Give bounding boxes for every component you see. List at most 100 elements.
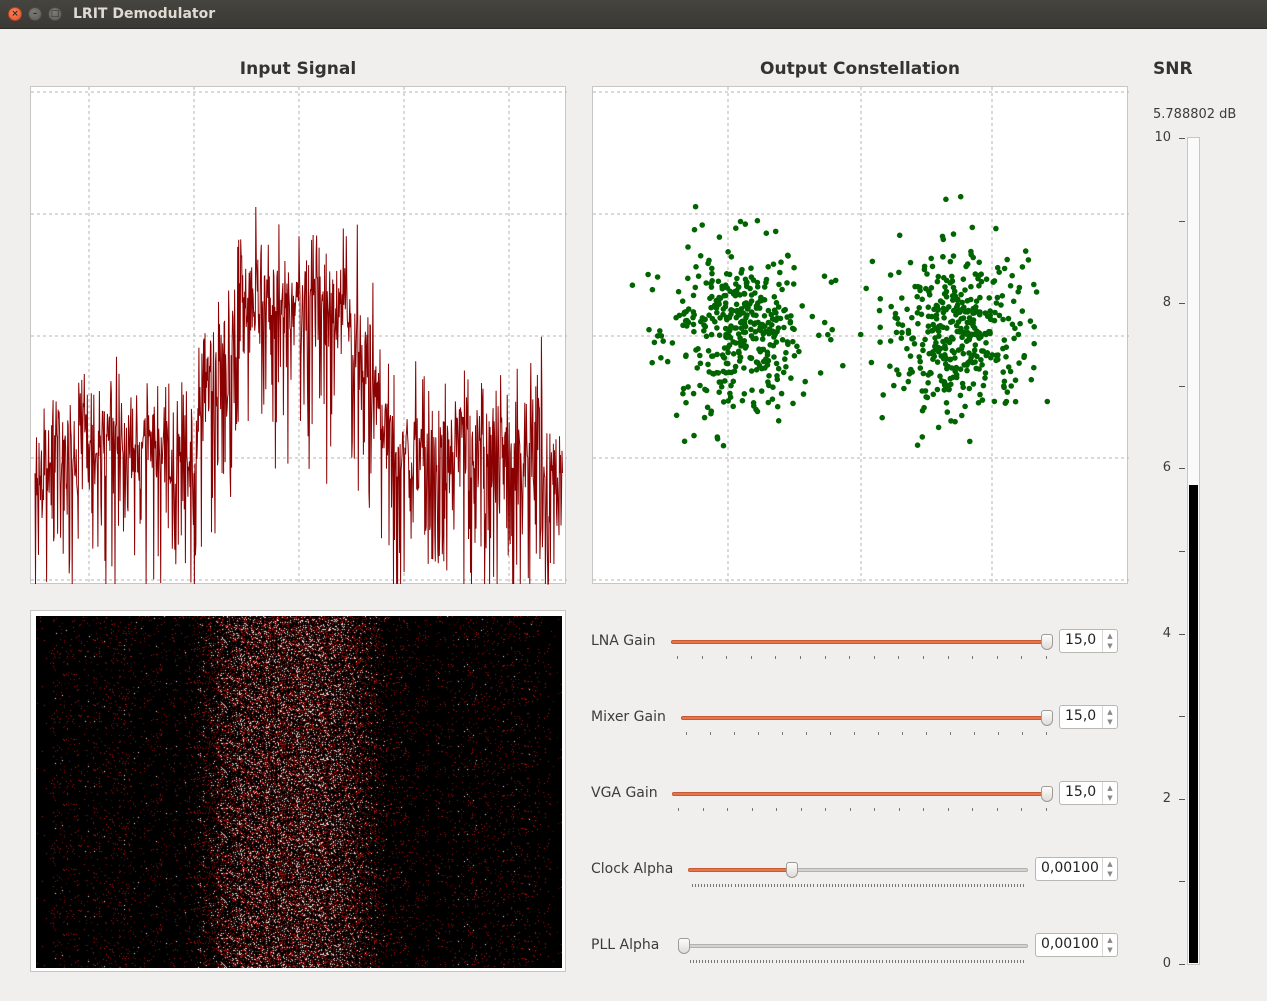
constellation-point (968, 283, 974, 290)
slider-handle[interactable] (1041, 710, 1053, 726)
slider-tick (987, 884, 988, 887)
minimize-icon[interactable]: – (28, 7, 42, 21)
slider-tick (710, 732, 711, 735)
constellation-point (949, 278, 956, 284)
slider-tick (759, 884, 760, 887)
close-icon[interactable]: × (8, 7, 22, 21)
constellation-point (1000, 345, 1006, 352)
slider-tick (1011, 884, 1012, 887)
clock-alpha-spinbox[interactable]: 0,00100 ▲ ▼ (1035, 857, 1118, 881)
slider-tick (914, 884, 915, 887)
constellation-point (924, 394, 931, 401)
constellation-point (908, 366, 914, 373)
vga-gain-spinbox[interactable]: 15,0 ▲ ▼ (1059, 781, 1118, 805)
constellation-point (789, 325, 796, 332)
constellation-point (1028, 376, 1035, 383)
slider-tick (821, 960, 822, 963)
slider-tick (705, 960, 706, 963)
spin-up-icon[interactable]: ▲ (1107, 860, 1113, 868)
constellation-point (706, 369, 712, 375)
pll-alpha-slider[interactable] (678, 938, 1028, 954)
constellation-point (966, 336, 972, 342)
slider-tick (913, 960, 914, 963)
constellation-point (1001, 337, 1008, 343)
slider-tick (677, 656, 678, 659)
slider-handle[interactable] (1041, 786, 1053, 802)
maximize-icon[interactable]: □ (48, 7, 62, 21)
constellation-point (987, 316, 994, 323)
slider-tick (879, 960, 880, 963)
constellation-point (685, 306, 692, 312)
slider-tick (908, 884, 909, 887)
constellation-point (930, 356, 936, 363)
spin-down-icon[interactable]: ▼ (1107, 946, 1113, 954)
slider-handle[interactable] (1041, 634, 1053, 650)
lna-gain-slider[interactable] (671, 634, 1053, 650)
constellation-point (701, 328, 707, 334)
spin-arrows[interactable]: ▲ ▼ (1102, 858, 1117, 880)
constellation-point (935, 348, 942, 355)
constellation-point (899, 322, 906, 328)
constellation-point (723, 271, 730, 277)
constellation-point (979, 348, 985, 354)
slider-tick (693, 960, 694, 963)
constellation-point (876, 307, 883, 314)
spin-arrows[interactable]: ▲ ▼ (1102, 630, 1117, 652)
constellation-point (964, 367, 970, 374)
vga-gain-slider[interactable] (672, 786, 1053, 802)
constellation-point (1005, 364, 1012, 370)
constellation-point (788, 313, 794, 319)
constellation-point (765, 357, 772, 364)
mixer-gain-spinbox[interactable]: 15,0 ▲ ▼ (1059, 705, 1118, 729)
slider-tick (856, 884, 857, 887)
slider-handle[interactable] (786, 862, 798, 878)
slider-tick (713, 884, 714, 887)
slider-tick (825, 808, 826, 811)
spin-up-icon[interactable]: ▲ (1107, 632, 1113, 640)
spin-down-icon[interactable]: ▼ (1107, 870, 1113, 878)
clock-alpha-slider[interactable] (688, 862, 1028, 878)
mixer-gain-slider[interactable] (681, 710, 1053, 726)
slider-handle[interactable] (678, 938, 690, 954)
constellation-point (735, 310, 742, 316)
slider-tick (771, 884, 772, 887)
slider-tick (950, 960, 951, 963)
slider-tick (971, 960, 972, 963)
spin-down-icon[interactable]: ▼ (1107, 718, 1113, 726)
slider-tick (754, 960, 755, 963)
slider-tick (941, 884, 942, 887)
constellation-point (930, 349, 936, 355)
spin-up-icon[interactable]: ▲ (1107, 708, 1113, 716)
spin-up-icon[interactable]: ▲ (1107, 936, 1113, 944)
slider-tick (980, 960, 981, 963)
constellation-point (733, 225, 739, 231)
constellation-point (704, 404, 711, 411)
constellation-point (691, 432, 697, 439)
slider-tick (837, 960, 838, 963)
spin-arrows[interactable]: ▲ ▼ (1102, 934, 1117, 956)
slider-tick (990, 884, 991, 887)
constellation-point (821, 319, 828, 326)
spin-down-icon[interactable]: ▼ (1107, 642, 1113, 650)
spin-arrows[interactable]: ▲ ▼ (1102, 782, 1117, 804)
slider-tick (727, 808, 728, 811)
spin-up-icon[interactable]: ▲ (1107, 784, 1113, 792)
slider-tick (898, 960, 899, 963)
spin-down-icon[interactable]: ▼ (1107, 794, 1113, 802)
spin-arrows[interactable]: ▲ ▼ (1102, 706, 1117, 728)
slider-tick (950, 884, 951, 887)
constellation-point (629, 282, 636, 288)
slider-tick (993, 884, 994, 887)
constellation-point (909, 314, 915, 321)
slider-tick (789, 884, 790, 887)
constellation-point (978, 278, 985, 285)
constellation-point (754, 217, 761, 224)
slider-tick (902, 732, 903, 735)
constellation-point (920, 370, 927, 377)
lna-gain-spinbox[interactable]: 15,0 ▲ ▼ (1059, 629, 1118, 653)
constellation-point (911, 341, 918, 347)
slider-tick (782, 960, 783, 963)
pll-alpha-spinbox[interactable]: 0,00100 ▲ ▼ (1035, 933, 1118, 957)
constellation-point (697, 382, 703, 389)
constellation-point (993, 357, 999, 364)
